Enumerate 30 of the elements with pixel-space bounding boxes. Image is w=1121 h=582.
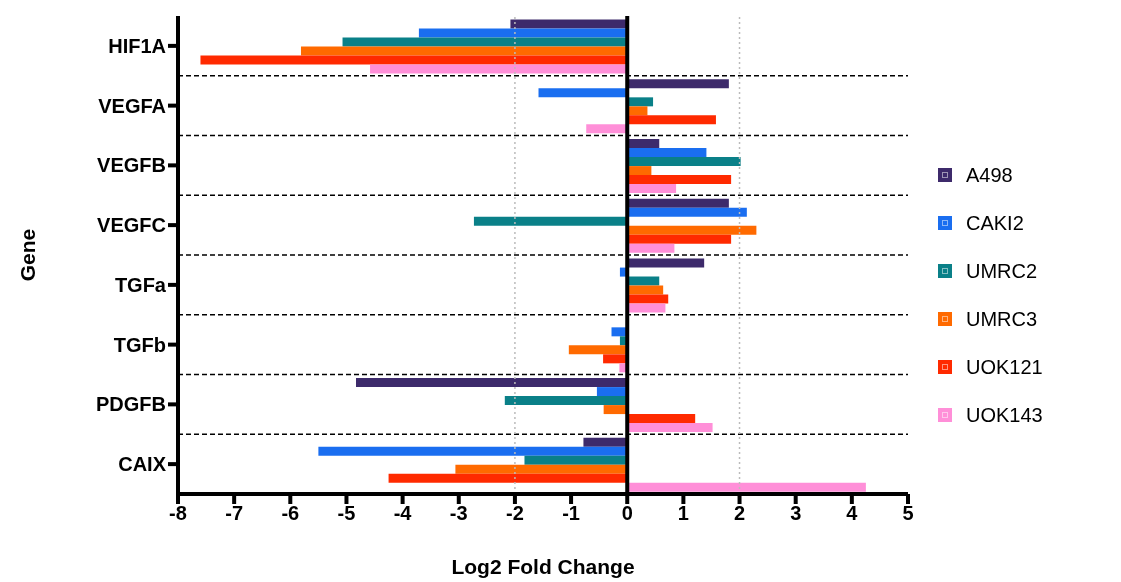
y-tick-label: VEGFC [97, 214, 166, 237]
legend-label: UMRC2 [966, 259, 1038, 283]
legend-label: UMRC3 [966, 307, 1038, 331]
legend-label: CAKI2 [966, 211, 1024, 235]
x-tick-label: 5 [902, 502, 914, 525]
y-tick-label: VEGFB [97, 154, 166, 177]
x-tick-label: -1 [562, 502, 580, 525]
x-tick-label: -5 [337, 502, 356, 525]
x-tick-label: -6 [281, 502, 300, 525]
y-tick-label: HIF1A [108, 34, 166, 57]
x-tick-label: 0 [621, 502, 633, 525]
y-tick-label: VEGFA [98, 94, 166, 117]
y-axis-title: Gene [16, 228, 40, 282]
y-tick-label: PDGFB [96, 393, 166, 416]
y-tick-label: CAIX [118, 453, 167, 476]
x-tick-label: 3 [790, 502, 802, 525]
x-tick-label: -4 [393, 502, 413, 525]
legend-label: UOK143 [966, 403, 1043, 427]
x-tick-label: 2 [733, 502, 746, 525]
x-tick-label: -2 [506, 502, 524, 525]
x-tick-label: -7 [225, 502, 244, 525]
legend-label: UOK121 [966, 355, 1043, 379]
x-tick-label: 1 [677, 502, 689, 525]
x-tick-label: -8 [169, 502, 187, 525]
legend-label: A498 [966, 163, 1013, 187]
y-tick-label: TGFa [114, 273, 167, 296]
x-tick-label: 4 [846, 502, 859, 525]
y-tick-label: TGFb [113, 333, 166, 356]
x-tick-label: -3 [449, 502, 468, 525]
x-axis-title: Log2 Fold Change [451, 555, 635, 578]
